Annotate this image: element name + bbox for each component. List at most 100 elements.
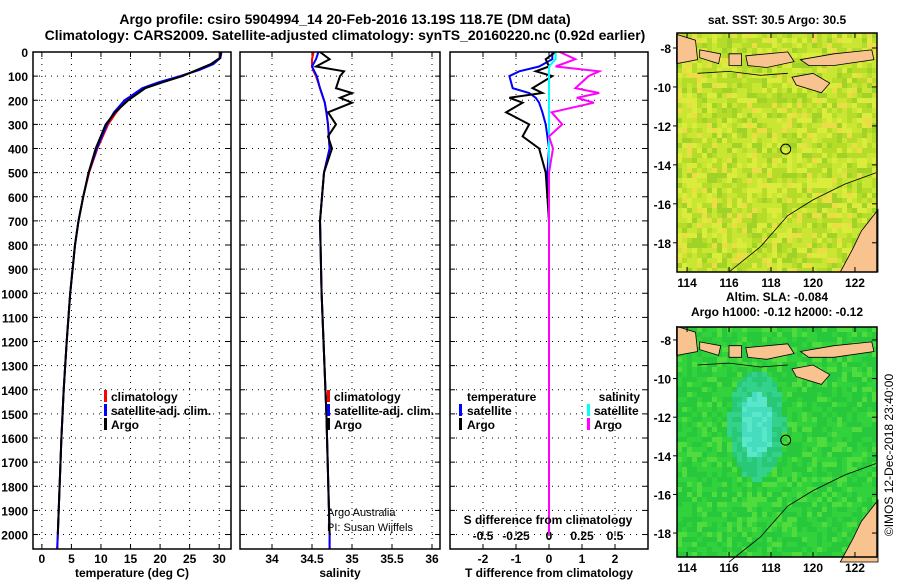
sla-map-cell (792, 382, 797, 387)
sla-map-cell (842, 402, 847, 407)
sst-map-cell (692, 158, 697, 163)
sla-map-cell (752, 547, 757, 552)
sla-map-cell (792, 397, 797, 402)
sla-map-cell (827, 547, 832, 552)
sla-map-cell (727, 467, 732, 472)
sla-map-cell (767, 377, 772, 382)
sla-map-cell (767, 372, 772, 377)
sst-map-cell (792, 53, 797, 58)
sla-map-cell (812, 362, 817, 367)
sla-map-cell (852, 447, 857, 452)
sla-map-cell (697, 412, 702, 417)
sla-map-cell (747, 497, 752, 502)
sst-map-cell (872, 128, 877, 133)
sla-map-cell (677, 537, 682, 542)
sst-map-cell (872, 78, 877, 83)
x-tick-label: 30 (212, 552, 226, 566)
sst-map-cell (717, 108, 722, 113)
sla-map-cell (842, 502, 847, 507)
sst-map-cell (737, 263, 742, 268)
sla-map-cell (817, 502, 822, 507)
sst-map-cell (687, 258, 692, 263)
sst-map-cell (782, 33, 787, 38)
sla-map-cell (792, 337, 797, 342)
sla-map-cell (747, 382, 752, 387)
sla-map-cell (867, 362, 872, 367)
sst-map-cell (717, 48, 722, 53)
sla-map-cell (742, 347, 747, 352)
sla-map-cell (842, 452, 847, 457)
sst-map-cell (807, 253, 812, 258)
sst-map-cell (702, 258, 707, 263)
sst-map-cell (682, 138, 687, 143)
sst-map-cell (712, 248, 717, 253)
sst-map-cell (697, 268, 702, 272)
sla-map-cell (707, 457, 712, 462)
sla-map-cell (707, 547, 712, 552)
sla-map-cell (842, 427, 847, 432)
x2-tick-label: 0.5 (607, 529, 624, 543)
sla-map-cell (752, 467, 757, 472)
sla-map-cell (692, 442, 697, 447)
sla-map-cell (842, 407, 847, 412)
annotation-pi: PI: Susan Wijffels (327, 522, 413, 534)
sla-map-cell (732, 447, 737, 452)
sst-map-cell (732, 168, 737, 173)
sla-map-cell (777, 497, 782, 502)
sst-map-cell (792, 98, 797, 103)
sla-map-cell (697, 392, 702, 397)
sla-map-cell (772, 392, 777, 397)
sla-map-cell (697, 407, 702, 412)
sla-map-cell (822, 477, 827, 482)
sla-map-cell (767, 462, 772, 467)
sst-map-cell (807, 263, 812, 268)
sst-map-cell (802, 53, 807, 58)
sla-map-cell (822, 492, 827, 497)
sla-map-cell (817, 387, 822, 392)
sla-map-cell (702, 402, 707, 407)
sla-map-cell (692, 402, 697, 407)
sst-map-cell (832, 178, 837, 183)
sla-map-cell (692, 472, 697, 477)
sla-map-cell (752, 372, 757, 377)
sst-map-cell (837, 133, 842, 138)
sla-map-cell (732, 367, 737, 372)
sla-map-cell (692, 537, 697, 542)
sst-map-cell (707, 258, 712, 263)
sst-map-cell (772, 113, 777, 118)
sst-map-cell (792, 203, 797, 208)
sla-map-cell (682, 372, 687, 377)
sst-map-cell (862, 63, 867, 68)
sst-map-cell (757, 143, 762, 148)
sst-map-cell (692, 263, 697, 268)
sla-map-cell (777, 502, 782, 507)
sst-map-cell (782, 43, 787, 48)
sst-map-cell (782, 118, 787, 123)
sst-map-cell (827, 113, 832, 118)
sla-map-cell (777, 377, 782, 382)
sst-map-cell (797, 143, 802, 148)
sst-map-cell (812, 108, 817, 113)
sst-map-cell (732, 228, 737, 233)
sla-map-cell (817, 477, 822, 482)
sst-map-cell (832, 223, 837, 228)
sla-map-cell (712, 542, 717, 547)
sst-map-cell (777, 108, 782, 113)
sst-map-cell (807, 268, 812, 272)
sst-map-cell (787, 108, 792, 113)
sla-map-cell (832, 532, 837, 537)
sla-map-cell (682, 422, 687, 427)
sla-map-cell (872, 407, 877, 412)
sla-map-cell (762, 547, 767, 552)
sla-map-cell (707, 372, 712, 377)
sst-map-cell (837, 218, 842, 223)
sst-map-cell (757, 263, 762, 268)
sla-map-cell (787, 452, 792, 457)
sst-map-cell (702, 253, 707, 258)
sla-map-cell (732, 422, 737, 427)
sla-map-cell (737, 447, 742, 452)
sst-map-cell (692, 103, 697, 108)
sla-map-cell (867, 412, 872, 417)
